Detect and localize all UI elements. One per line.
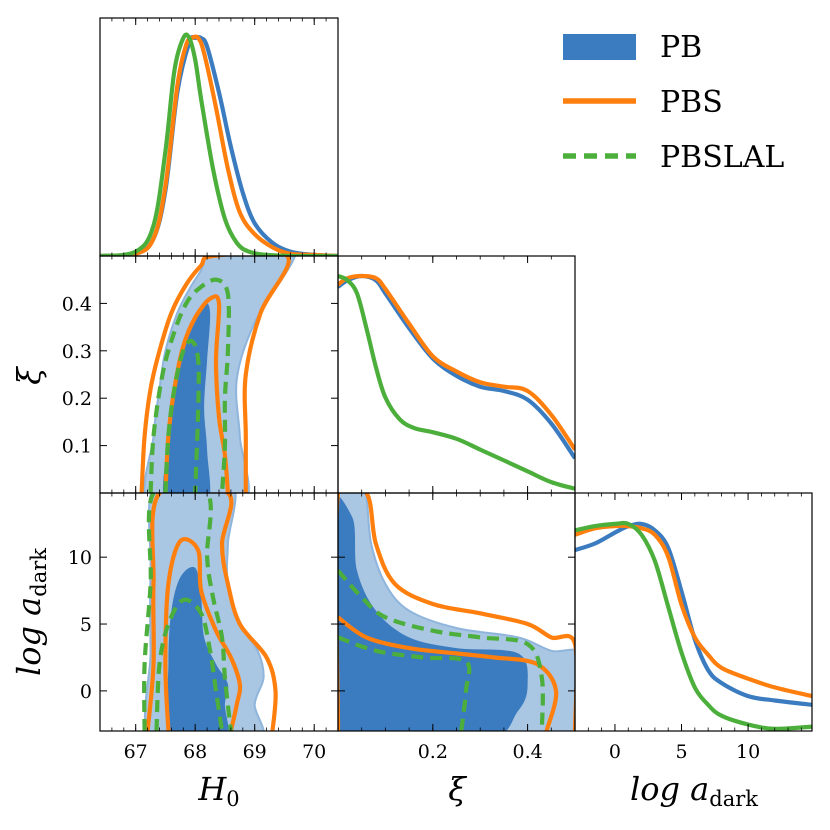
y-axis-label-logadark-subscript: dark <box>27 548 51 597</box>
x-axis-label-h0-subscript: 0 <box>226 787 239 811</box>
legend-label-pb: PB <box>660 30 702 65</box>
x-tick-label-xi: 0.2 <box>418 741 448 763</box>
y-axis-label-logadark: log adark <box>10 548 51 676</box>
x-axis-label-xi: ξ <box>448 770 467 808</box>
panel-h0-marginal <box>99 17 339 257</box>
contour-95-H0_xi-pbs <box>139 256 291 493</box>
x-tick-label-log_a_dark: 0 <box>609 741 621 763</box>
y-tick-label-log_a_dark: 10 <box>68 547 92 569</box>
x-axis-label-h0-main: H <box>197 770 227 808</box>
contour-95-xi_logadark-pbslal <box>338 569 545 731</box>
x-tick-label-log_a_dark: 5 <box>675 741 687 763</box>
y-axis-label-logadark-main: log a <box>10 597 48 676</box>
x-tick-label-log_a_dark: 10 <box>736 741 760 763</box>
y-tick-label-log_a_dark: 0 <box>80 681 92 703</box>
x-tick-label-xi: 0.4 <box>512 741 542 763</box>
legend-swatch-pb <box>563 34 636 60</box>
legend-label-pbs: PBS <box>660 85 723 120</box>
contour-95-xi_logadark-pbs <box>338 493 575 731</box>
legend-label-pbslal: PBSLAL <box>660 140 784 175</box>
marginal-curve-log_a_dark-pb <box>575 521 812 707</box>
marginal-curve-xi-pbs <box>338 273 575 451</box>
contour-95-H0_logadark-pbslal <box>142 493 233 731</box>
contour-95-H0_xi-pbslal <box>148 277 232 493</box>
y-tick-label-xi: 0.4 <box>62 293 92 315</box>
y-tick-label-xi: 0.1 <box>62 436 92 458</box>
contour-68-H0_xi-pbs <box>163 294 230 493</box>
line-layer <box>100 32 812 731</box>
marginal-curve-xi-pb <box>338 273 575 460</box>
x-tick-label-H0: 68 <box>183 741 207 763</box>
y-tick-label-log_a_dark: 5 <box>80 614 92 636</box>
x-axis-label-logadark-main: log a <box>630 770 709 808</box>
marginal-curve-xi-pbslal <box>338 274 575 491</box>
y-axis-label-xi: ξ <box>10 366 48 385</box>
contour-68-H0_xi-pb <box>163 302 211 493</box>
x-tick-label-H0: 67 <box>124 741 148 763</box>
x-tick-label-H0: 70 <box>302 741 326 763</box>
x-axis-label-xi-main: ξ <box>448 770 467 808</box>
contour-68-H0_logadark-pbslal <box>154 597 225 731</box>
x-axis-label-logadark: log adark <box>630 770 758 811</box>
marginal-curve-log_a_dark-pbslal <box>575 520 812 731</box>
panel-logadark-marginal <box>574 492 813 732</box>
marginal-curve-H0-pbs <box>100 34 338 256</box>
x-tick-label-H0: 69 <box>243 741 267 763</box>
contour-68-H0_logadark-pb <box>166 566 229 731</box>
contour-68-H0_logadark-pbs <box>163 537 243 731</box>
marginal-curve-H0-pbslal <box>100 32 338 256</box>
x-axis-label-logadark-subscript: dark <box>709 787 758 811</box>
legend: PB PBS PBSLAL <box>563 30 784 175</box>
marginal-curve-H0-pb <box>100 34 338 256</box>
contour-68-xi_logadark-pb <box>338 495 528 731</box>
contour-68-H0_xi-pbslal <box>163 338 201 493</box>
y-tick-label-xi: 0.3 <box>62 341 92 363</box>
y-axis-label-xi-main: ξ <box>10 366 48 385</box>
tick-marks <box>99 18 802 731</box>
y-tick-label-xi: 0.2 <box>62 388 92 410</box>
contour-68-xi_logadark-pbs <box>338 615 559 731</box>
x-axis-label-h0: H0 <box>197 770 239 811</box>
marginal-curve-log_a_dark-pbs <box>575 523 812 699</box>
contour-95-H0_logadark-pbs <box>145 493 278 731</box>
